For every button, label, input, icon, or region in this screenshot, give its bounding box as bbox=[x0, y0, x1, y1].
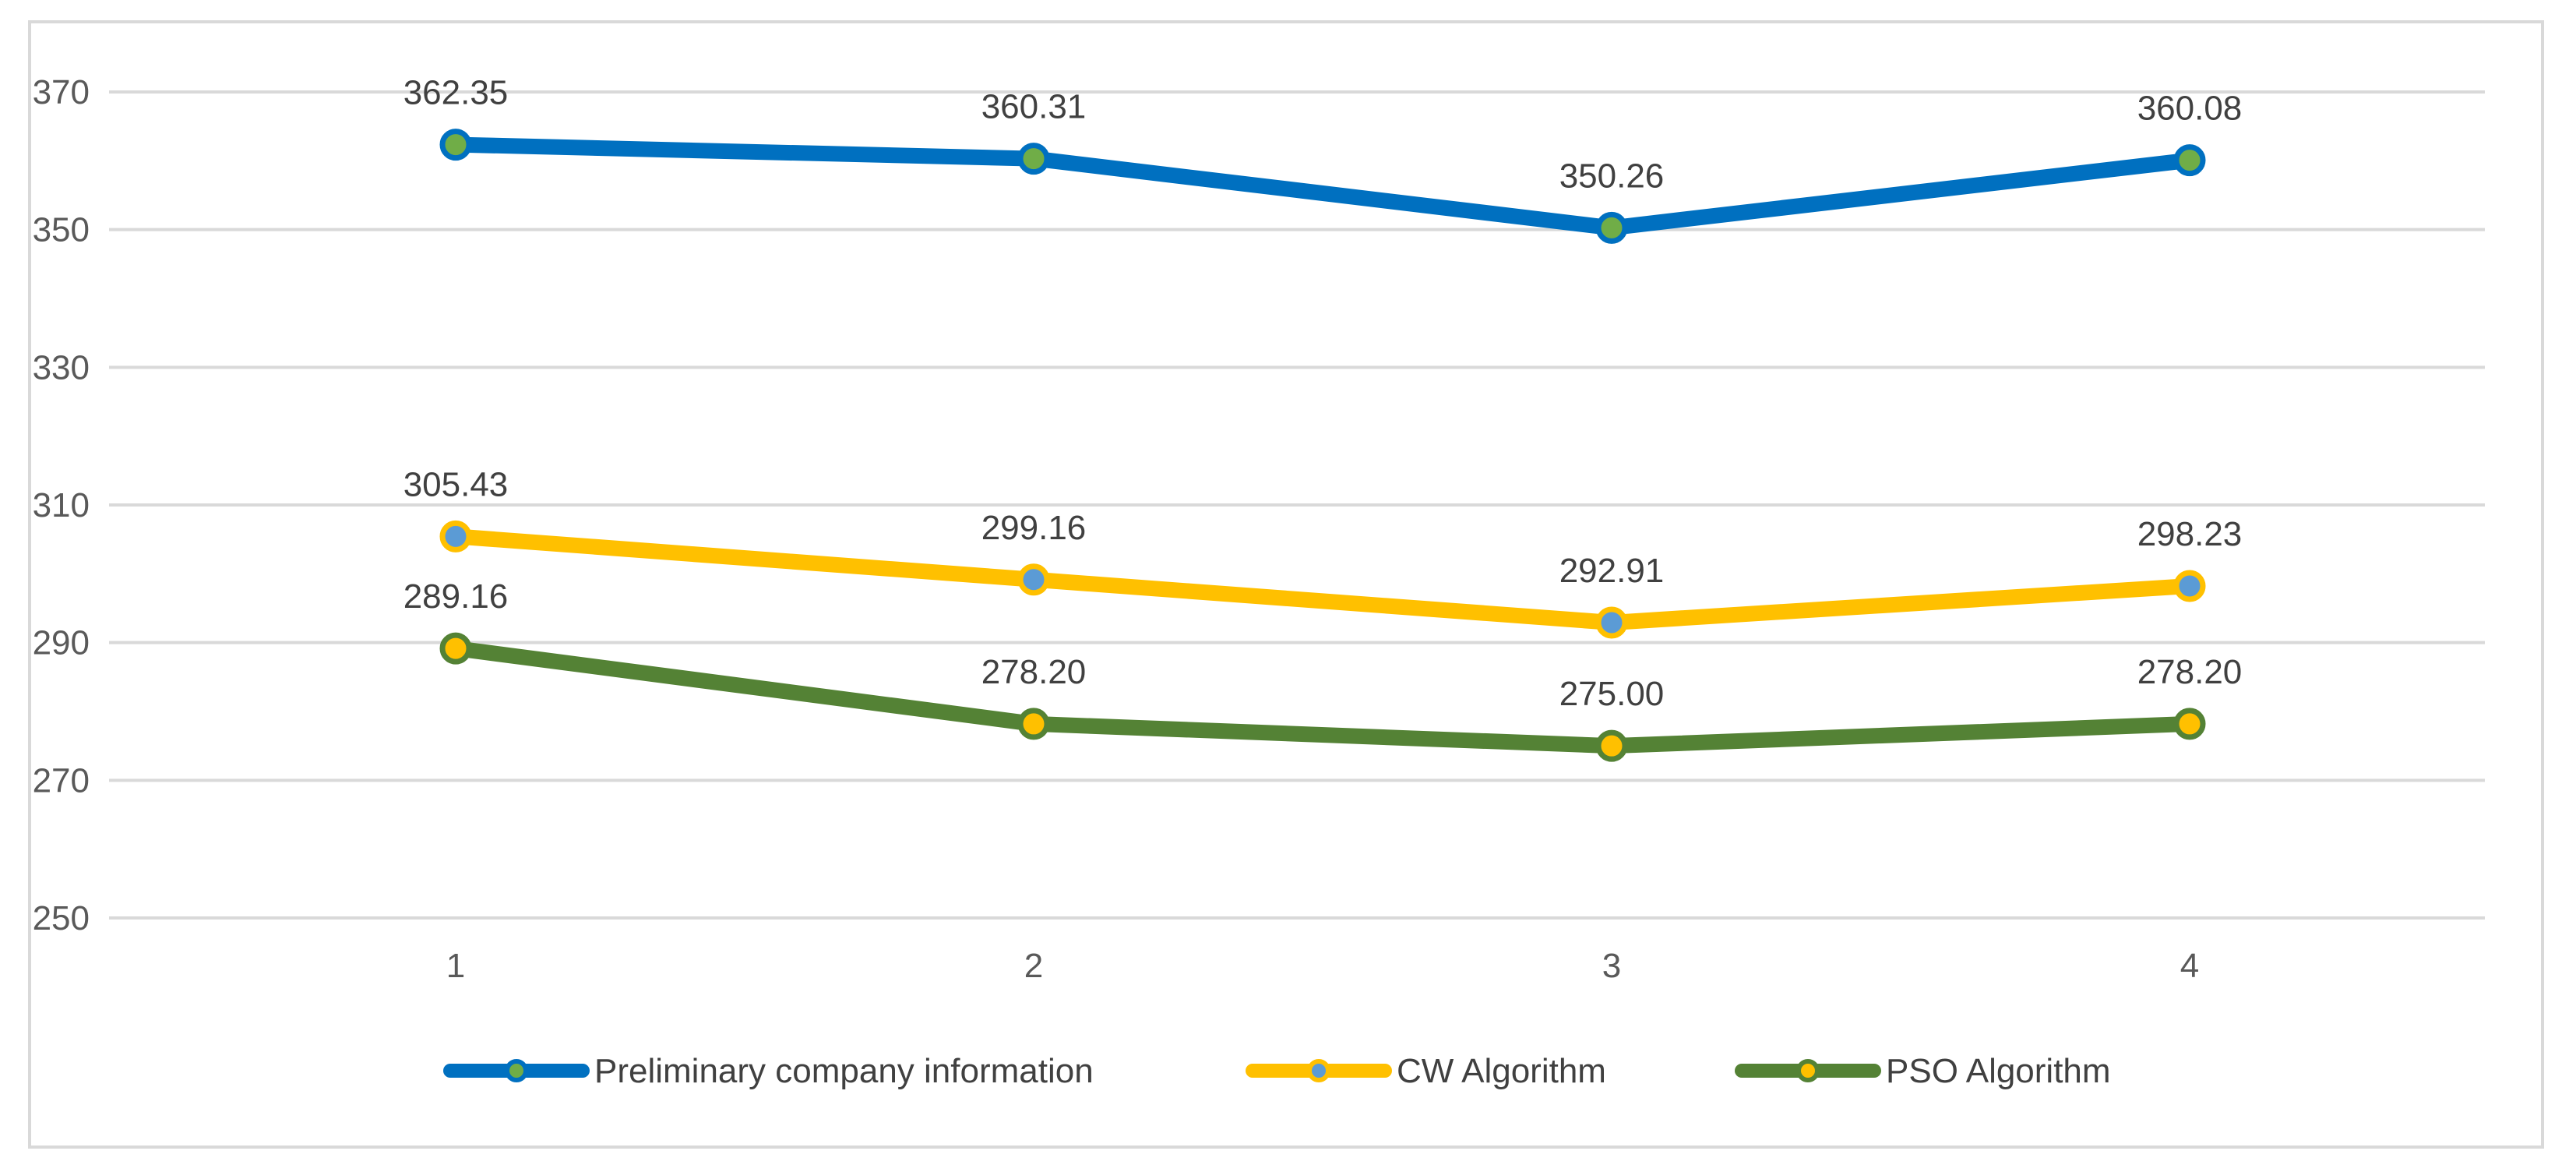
data-point bbox=[1595, 211, 1628, 244]
y-tick-label: 330 bbox=[33, 348, 90, 387]
data-labels: 362.35 360.31 350.26 360.08 305.43 299.16 292.… bbox=[403, 74, 2243, 714]
legend-item-1: Preliminary company information bbox=[443, 1052, 1094, 1090]
data-point bbox=[439, 129, 472, 161]
data-label: 350.26 bbox=[1559, 157, 1665, 195]
x-tick-label: 4 bbox=[2180, 947, 2199, 985]
data-point bbox=[1017, 708, 1050, 740]
data-label: 360.08 bbox=[2137, 90, 2243, 128]
y-tick-label: 250 bbox=[33, 899, 90, 937]
x-tick-label: 2 bbox=[1024, 947, 1043, 985]
series-line-3 bbox=[448, 641, 2197, 754]
data-label: 362.35 bbox=[403, 74, 509, 112]
legend-swatch-marker bbox=[1796, 1059, 1820, 1082]
data-point bbox=[2173, 570, 2206, 602]
series-markers bbox=[439, 129, 2206, 762]
series-line-1 bbox=[448, 136, 2197, 236]
legend-swatch-marker bbox=[505, 1059, 528, 1082]
data-label: 299.16 bbox=[981, 509, 1087, 547]
gridlines bbox=[109, 90, 2485, 920]
y-tick-label: 370 bbox=[33, 73, 90, 111]
legend-label: Preliminary company information bbox=[594, 1052, 1094, 1090]
data-point bbox=[1595, 729, 1628, 762]
series-line-2 bbox=[448, 528, 2197, 630]
y-tick-label: 290 bbox=[33, 624, 90, 662]
legend: Preliminary company information CW Algori… bbox=[443, 1052, 2111, 1090]
x-tick-label: 1 bbox=[446, 947, 465, 985]
series-lines bbox=[448, 136, 2197, 754]
legend-swatch-marker bbox=[1307, 1059, 1330, 1082]
data-label: 278.20 bbox=[2137, 653, 2243, 691]
y-tick-label: 270 bbox=[33, 761, 90, 800]
y-tick-label: 310 bbox=[33, 486, 90, 524]
data-point bbox=[439, 632, 472, 665]
legend-label: PSO Algorithm bbox=[1886, 1052, 2111, 1090]
legend-item-2: CW Algorithm bbox=[1246, 1052, 1606, 1090]
y-axis-ticks: 250 270 290 310 330 350 370 bbox=[33, 73, 90, 937]
data-point bbox=[439, 520, 472, 552]
data-point bbox=[1017, 143, 1050, 175]
y-tick-label: 350 bbox=[33, 211, 90, 249]
data-label: 289.16 bbox=[403, 577, 509, 616]
data-point bbox=[1017, 563, 1050, 596]
legend-item-3: PSO Algorithm bbox=[1735, 1052, 2111, 1090]
data-label: 298.23 bbox=[2137, 515, 2243, 553]
data-label: 292.91 bbox=[1559, 552, 1665, 590]
data-label: 360.31 bbox=[981, 88, 1087, 126]
x-tick-label: 3 bbox=[1602, 947, 1621, 985]
data-label: 278.20 bbox=[981, 653, 1087, 691]
data-point bbox=[1595, 606, 1628, 639]
data-point bbox=[2173, 144, 2206, 177]
x-axis-ticks: 1 2 3 4 bbox=[446, 947, 2199, 985]
data-label: 305.43 bbox=[403, 465, 509, 503]
data-point bbox=[2173, 708, 2206, 740]
legend-label: CW Algorithm bbox=[1397, 1052, 1606, 1090]
data-label: 275.00 bbox=[1559, 675, 1665, 713]
